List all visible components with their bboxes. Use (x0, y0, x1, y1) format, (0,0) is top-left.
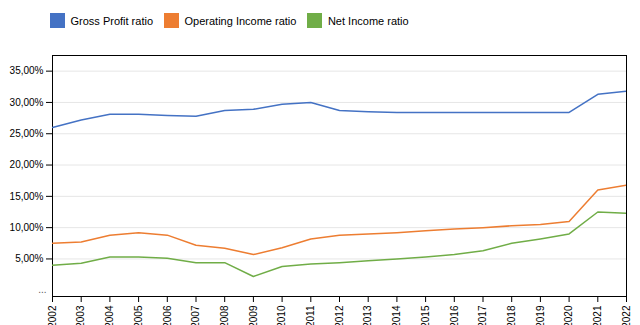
svg-text:2003: 2003 (75, 305, 86, 325)
svg-text:10,00%: 10,00% (10, 221, 44, 232)
svg-text:2007: 2007 (190, 305, 201, 325)
svg-text:2012: 2012 (334, 305, 345, 325)
svg-text:2015: 2015 (420, 305, 431, 325)
svg-text:20,00%: 20,00% (10, 159, 44, 170)
svg-text:15,00%: 15,00% (10, 190, 44, 201)
svg-text:2014: 2014 (391, 305, 402, 325)
html-text:Net Income ratio: Net Income ratio (327, 14, 409, 27)
svg-text:2019: 2019 (535, 305, 546, 325)
svg-text:2022: 2022 (621, 305, 632, 325)
svg-text:2004: 2004 (104, 305, 115, 325)
html-text:Gross Profit ratio: Gross Profit ratio (70, 14, 153, 27)
svg-text:...: ... (38, 283, 46, 294)
svg-text:5,00%: 5,00% (15, 253, 43, 264)
svg-text:2010: 2010 (276, 305, 287, 325)
svg-text:35,00%: 35,00% (10, 65, 44, 76)
svg-text:2005: 2005 (133, 305, 144, 325)
svg-text:2017: 2017 (477, 305, 488, 325)
svg-text:2002: 2002 (47, 305, 58, 325)
svg-text:2006: 2006 (162, 305, 173, 325)
svg-text:25,00%: 25,00% (10, 127, 44, 138)
svg-text:2020: 2020 (563, 305, 574, 325)
svg-text:2021: 2021 (592, 305, 603, 325)
svg-text:2008: 2008 (219, 305, 230, 325)
svg-text:2013: 2013 (362, 305, 373, 325)
svg-text:30,00%: 30,00% (10, 96, 44, 107)
svg-text:2009: 2009 (248, 305, 259, 325)
svg-text:2016: 2016 (449, 305, 460, 325)
svg-text:2018: 2018 (506, 305, 517, 325)
svg-text:2011: 2011 (305, 305, 316, 325)
html-text:Operating Income ratio: Operating Income ratio (184, 14, 297, 27)
